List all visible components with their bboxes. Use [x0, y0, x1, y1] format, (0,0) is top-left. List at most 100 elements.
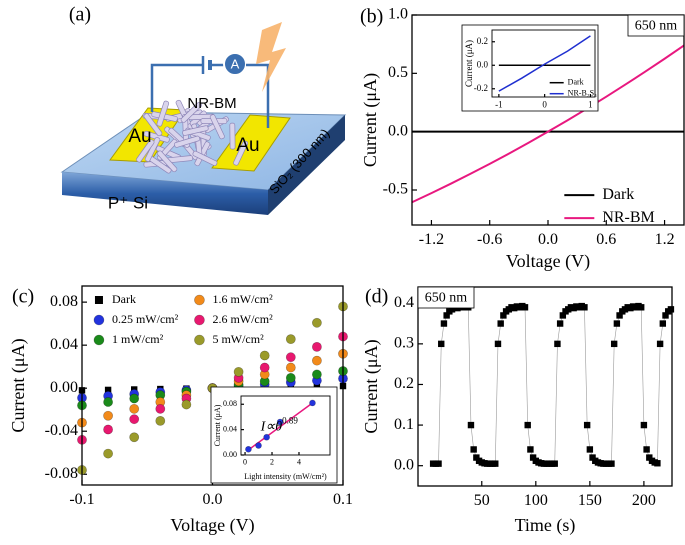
- x-tick-label: 0.1: [333, 491, 353, 508]
- y-tick-label: 0.0: [394, 456, 414, 473]
- nanorod: [136, 139, 155, 163]
- substrate-label: P⁺ Si: [108, 193, 148, 212]
- y-axis-label: Current (μA): [361, 339, 382, 433]
- data-point: [129, 403, 140, 414]
- y-axis-label: Current (μA): [8, 338, 29, 432]
- y-tick-label: 0.0: [477, 59, 489, 69]
- data-point: [285, 372, 296, 383]
- legend-swatch: [93, 314, 105, 326]
- y-tick-label: 0.1: [394, 416, 414, 433]
- data-point: [494, 340, 502, 348]
- data-point: [581, 304, 588, 311]
- annotation: I∝θ0.89: [260, 416, 299, 435]
- data-point: [640, 421, 648, 429]
- nanorod: [209, 114, 225, 140]
- nanorod: [156, 100, 170, 127]
- data-point: [259, 362, 270, 373]
- data-point: [309, 399, 316, 407]
- wire: [150, 63, 203, 112]
- y-tick-label: 0.4: [394, 294, 414, 311]
- annotation-box: [627, 14, 685, 37]
- legend-swatch: [194, 334, 205, 346]
- plot-frame: [491, 29, 596, 98]
- fit-line: [247, 402, 313, 451]
- data-point: [637, 304, 645, 311]
- data-point: [589, 454, 596, 461]
- data-point: [616, 312, 623, 319]
- x-tick-label: 0.6: [596, 231, 616, 248]
- data-point: [473, 454, 480, 461]
- data-point: [527, 446, 534, 453]
- data-point: [104, 386, 112, 394]
- x-tick-label: 0.0: [538, 231, 558, 248]
- y-axis-label: Current (μA): [213, 404, 222, 446]
- x-tick-label: -1: [495, 100, 503, 110]
- legend-label: Dark: [112, 292, 136, 306]
- y-axis-label: Current (μA): [464, 40, 474, 87]
- x-tick-label: 0: [542, 100, 547, 110]
- y-tick-label: 0.08: [50, 293, 78, 310]
- data-point: [285, 334, 296, 345]
- nanorod: [192, 150, 218, 167]
- data-point: [103, 397, 113, 407]
- x-tick-label: 0.0: [203, 491, 223, 508]
- x-tick-label: 200: [632, 492, 656, 509]
- data-point: [129, 414, 140, 425]
- legend-label: 5 mW/cm²: [212, 332, 264, 346]
- y-tick-label: 0.04: [223, 424, 237, 433]
- y-tick-label: -0.04: [45, 422, 78, 439]
- annotation-box: [417, 286, 475, 309]
- y-tick-label: 0.3: [394, 335, 414, 352]
- nanorod: [180, 102, 202, 123]
- data-point: [311, 355, 322, 366]
- x-tick-label: 2: [270, 457, 274, 466]
- data-point: [610, 340, 618, 348]
- nanorod: [156, 150, 178, 173]
- x-axis-label: Time (s): [515, 515, 576, 536]
- plot-frame: [81, 285, 344, 486]
- data-point: [181, 399, 192, 410]
- legend-label: 1.6 mW/cm²: [212, 292, 273, 306]
- electrode: [211, 114, 291, 172]
- legend-label: Dark: [602, 186, 634, 203]
- legend-label: 2.6 mW/cm²: [212, 312, 273, 326]
- y-tick-label: 0.2: [477, 36, 488, 46]
- legend-label: NR-BM: [602, 209, 654, 226]
- data-point: [608, 460, 615, 467]
- data-point: [551, 460, 558, 467]
- data-point: [313, 383, 321, 390]
- substrate-side: [268, 115, 345, 215]
- annotation: 650 nm: [635, 19, 678, 34]
- y-tick-label: 0.00: [223, 450, 237, 459]
- y-tick-label: -0.08: [45, 465, 78, 482]
- data-point: [559, 312, 567, 319]
- y-tick-label: 0.2: [394, 375, 414, 392]
- data-point: [155, 403, 166, 414]
- data-point: [435, 460, 442, 467]
- legend-label: NR-B₂S₃: [568, 89, 597, 98]
- data-point: [654, 460, 661, 467]
- y-tick-label: 0.0: [388, 122, 408, 139]
- data-point: [659, 320, 667, 327]
- nanorod: [182, 125, 209, 136]
- legend-label: 1 mW/cm²: [112, 332, 164, 346]
- x-axis-label: Voltage (V): [170, 515, 254, 536]
- series-line: [433, 305, 672, 464]
- data-point: [255, 442, 262, 449]
- series-line: [498, 35, 591, 92]
- y-tick-label: 0.08: [223, 399, 237, 408]
- legend-swatch: [194, 314, 205, 326]
- data-point: [438, 340, 445, 348]
- y-tick-label: -0.5: [383, 181, 408, 198]
- x-axis-label: Light intensity (mW/cm²): [244, 472, 327, 481]
- nanorod: [174, 135, 201, 148]
- data-point: [656, 340, 664, 348]
- data-point: [470, 446, 477, 453]
- nanorod: [233, 140, 249, 166]
- x-tick-label: 100: [524, 492, 548, 509]
- x-axis-label: Voltage (V): [506, 251, 590, 272]
- data-point: [245, 445, 252, 453]
- device-schematic: (a) A NR-BM Au Au SiO₂ (300 nm) P⁺ Si: [60, 4, 347, 215]
- y-tick-label: 0.5: [388, 64, 408, 81]
